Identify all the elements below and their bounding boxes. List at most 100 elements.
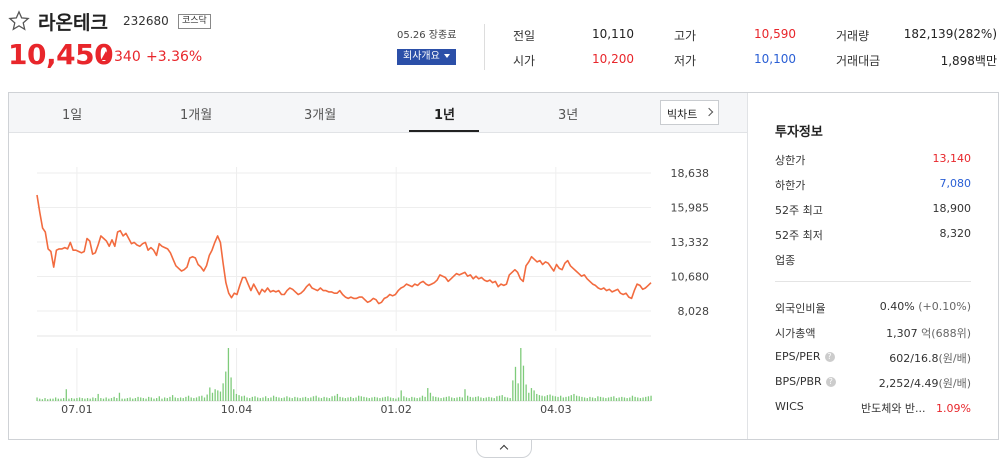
volume-bar [294,396,296,401]
eps-per-label: EPS/PER [775,350,821,363]
prev-close-label: 전일 [513,29,536,43]
tab-3month[interactable]: 3개월 [304,108,337,123]
big-chart-button[interactable]: 빅차트 [660,100,719,125]
panel-divider [747,93,748,439]
volume-bar [443,397,445,401]
help-icon[interactable]: ? [824,352,835,362]
volume-bar [490,397,493,401]
volume-bar [575,395,578,401]
company-overview-button[interactable]: 회사개요 [397,49,456,65]
volume-bar [512,380,514,401]
volume-bar [217,390,219,401]
volume-bar [100,398,102,401]
help-icon[interactable]: ? [825,377,836,387]
volume-bar [102,398,105,401]
volume-bar [546,395,549,401]
volume-bar [400,390,402,401]
tab-1month[interactable]: 1개월 [180,108,213,123]
y-tick-label: 8,028 [678,305,710,318]
volume-bar [421,395,424,401]
volume-bar [413,397,416,401]
tab-1year[interactable]: 1년 [434,108,456,123]
volume-bar [92,397,94,401]
volume-bar [73,398,75,401]
volume-bar [49,398,51,401]
volume-bar [78,397,81,401]
volume-bar [142,398,145,401]
volume-bar [403,396,405,401]
volume-bar [536,393,538,401]
volume-bar [233,389,235,401]
volume-bar [639,398,642,401]
collapse-button[interactable] [476,440,532,458]
52w-low-row: 52주 최저 8,320 [775,227,971,243]
volume-bar [387,396,389,401]
volume-bar [344,398,347,401]
stock-name[interactable]: 라온테크 [38,12,108,34]
wics-value[interactable]: 반도체와 반... [860,402,926,415]
volume-bar [222,383,224,401]
volume-bar [498,395,501,401]
big-chart-label: 빅차트 [667,108,698,121]
tab-1day[interactable]: 1일 [62,108,83,123]
volume-bar [81,398,83,401]
volume-bar [110,398,113,401]
amount-value: 1,898백만 [940,54,997,68]
volume-bar [650,395,652,401]
volume-bar [451,397,453,401]
x-tick-label: 01.02 [380,403,412,416]
volume-bar [440,398,442,401]
volume-bar [299,398,301,401]
stock-header: 라온테크 232680 코스닥 10,450 340 +3.36% 05.26 … [0,0,1005,90]
volume-bar [163,397,166,401]
favorite-star-icon[interactable] [8,10,30,32]
divider [484,24,485,70]
price-chart[interactable]: 18,638 15,985 13,332 10,680 8,028 07.01 10.04 0… [9,133,747,439]
volume-bar [36,397,38,401]
volume-bar [177,398,179,401]
volume-bar [560,395,562,401]
chevron-up-icon [499,444,509,454]
volume-bar [97,393,99,401]
bps-pbr-unit: (원/배) [938,377,971,390]
foreign-ratio-row: 외국인비율 0.40% (+0.10%) [775,300,971,316]
upper-limit-value: 13,140 [932,152,972,165]
volume-bar [68,398,70,401]
volume-bar [323,396,325,401]
lower-limit-label: 하한가 [775,179,806,192]
volume-bar [251,396,253,401]
x-tick-label: 07.01 [61,403,93,416]
volume-bar [480,397,482,401]
volume-bar [283,397,285,401]
volume-bar [129,397,131,401]
volume-bar [336,393,339,401]
volume-bar [86,398,89,401]
section-divider [775,281,971,282]
volume-bar [453,398,456,401]
volume-bar [89,398,91,401]
tab-3year[interactable]: 3년 [558,108,579,123]
volume-bar [198,396,200,401]
stock-code: 232680 [123,14,169,28]
volume-bar [365,397,368,401]
volume-bar [118,392,121,401]
volume-bar [57,398,59,401]
volume-bar [342,397,344,401]
volume-bar [538,395,541,401]
volume-bar [528,392,530,401]
volume-bar [44,398,46,401]
upper-limit-row: 상한가 13,140 [775,152,971,168]
eps-per-row: EPS/PER? 602/16.8(원/배) [775,350,971,366]
volume-bar [448,396,450,401]
volume-bar [541,395,543,401]
volume-bar [171,395,174,401]
y-tick-label: 10,680 [671,271,710,284]
volume-label: 거래량 [836,29,870,43]
volume-bar [352,398,355,401]
volume-bar [326,397,328,401]
volume-bar [506,397,509,401]
volume-bar [331,396,333,401]
upper-limit-label: 상한가 [775,154,806,167]
industry-label: 업종 [775,254,796,267]
volume-bar [270,397,272,401]
